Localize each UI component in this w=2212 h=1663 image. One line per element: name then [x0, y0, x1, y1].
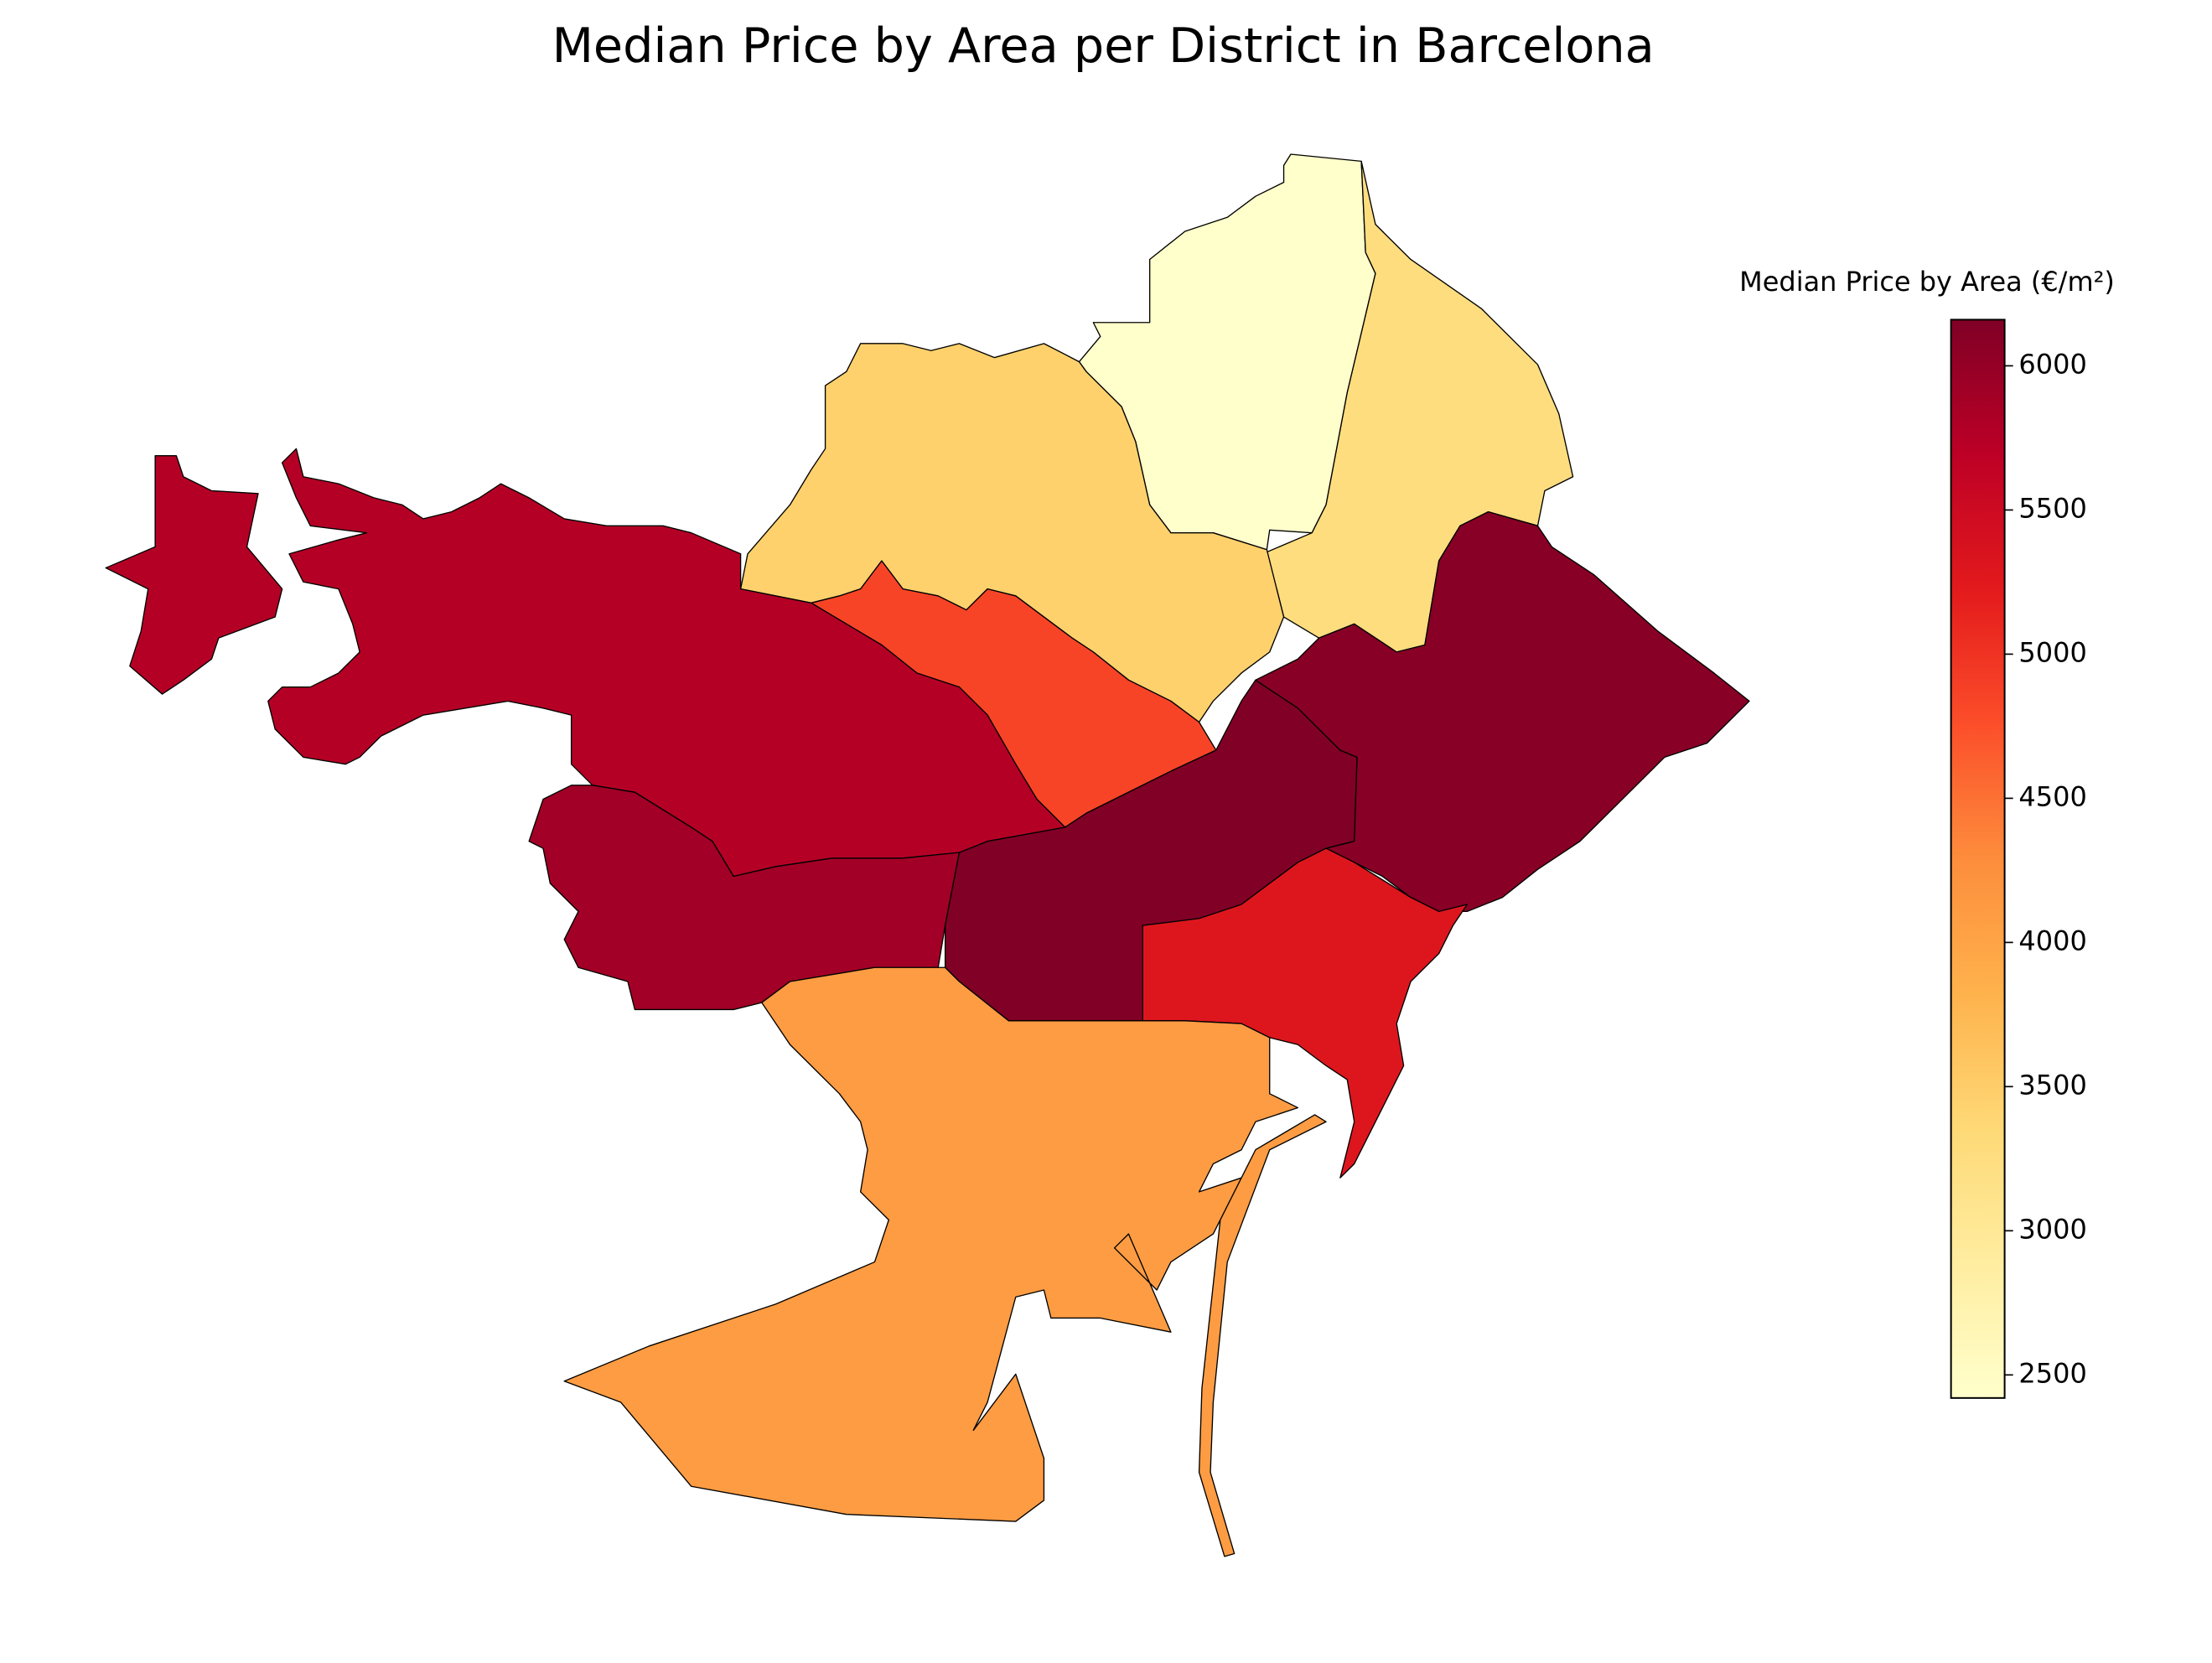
colorbar-tick-label: 6000	[2018, 349, 2086, 381]
colorbar-label: Median Price by Area (€/m²)	[1739, 266, 2115, 298]
districts	[105, 153, 1750, 1557]
colorbar-tick-label: 4500	[2018, 780, 2086, 812]
colorbar-gradient	[1950, 319, 2006, 1399]
colorbar-tick-label: 5000	[2018, 636, 2086, 668]
colorbar-tick-label: 2500	[2018, 1357, 2086, 1389]
colorbar-tick-label: 3000	[2018, 1213, 2086, 1245]
colorbar-tick-label: 3500	[2018, 1069, 2086, 1101]
colorbar-tick-label: 5500	[2018, 492, 2086, 524]
district	[1142, 847, 1469, 1179]
colorbar: 2500 3000 3500 4000 4500 5000 5500 6000	[1950, 319, 2087, 1399]
colorbar-tick-label: 4000	[2018, 925, 2086, 956]
chart-title: Median Price by Area per District in Bar…	[552, 18, 1655, 74]
district	[563, 966, 1327, 1557]
